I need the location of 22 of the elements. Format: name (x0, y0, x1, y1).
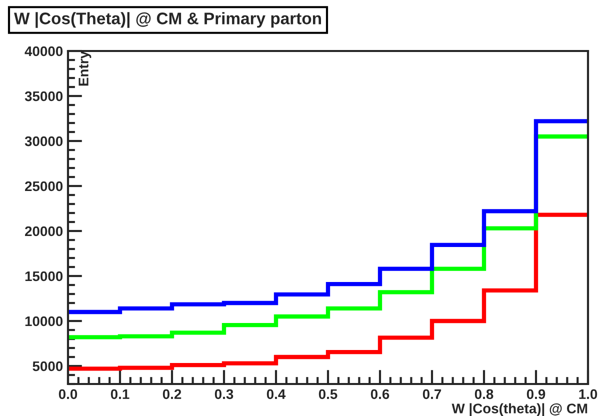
chart-title: W |Cos(Theta)| @ CM & Primary parton (14, 12, 321, 28)
x-tick-label: 0.3 (214, 389, 234, 400)
x-tick-label: 0.0 (58, 389, 78, 400)
x-tick-label: 0.8 (474, 389, 494, 400)
y-tick-label: 15000 (25, 271, 63, 282)
y-tick-label: 30000 (24, 136, 63, 146)
y-tick-label: 25000 (25, 181, 63, 192)
y-tick-label: 20000 (25, 226, 63, 236)
x-tick-label: 0.1 (110, 389, 130, 400)
x-tick-label: 0.4 (266, 389, 286, 400)
x-tick-label: 0.5 (318, 389, 338, 400)
x-axis-title: W |Cos(theta)| @ CM (452, 403, 588, 416)
x-tick-label: 1.0 (579, 389, 598, 400)
y-axis-title: Entry (78, 51, 92, 86)
x-tick-label: 0.7 (422, 389, 442, 400)
y-tick-label: 10000 (25, 316, 63, 326)
y-tick-label: 40000 (24, 46, 63, 56)
y-tick-label: 35000 (24, 91, 63, 102)
x-tick-label: 0.2 (162, 389, 182, 400)
x-tick-label: 0.6 (370, 389, 390, 400)
y-tick-label: 5000 (32, 361, 63, 372)
x-tick-label: 0.9 (526, 389, 546, 400)
